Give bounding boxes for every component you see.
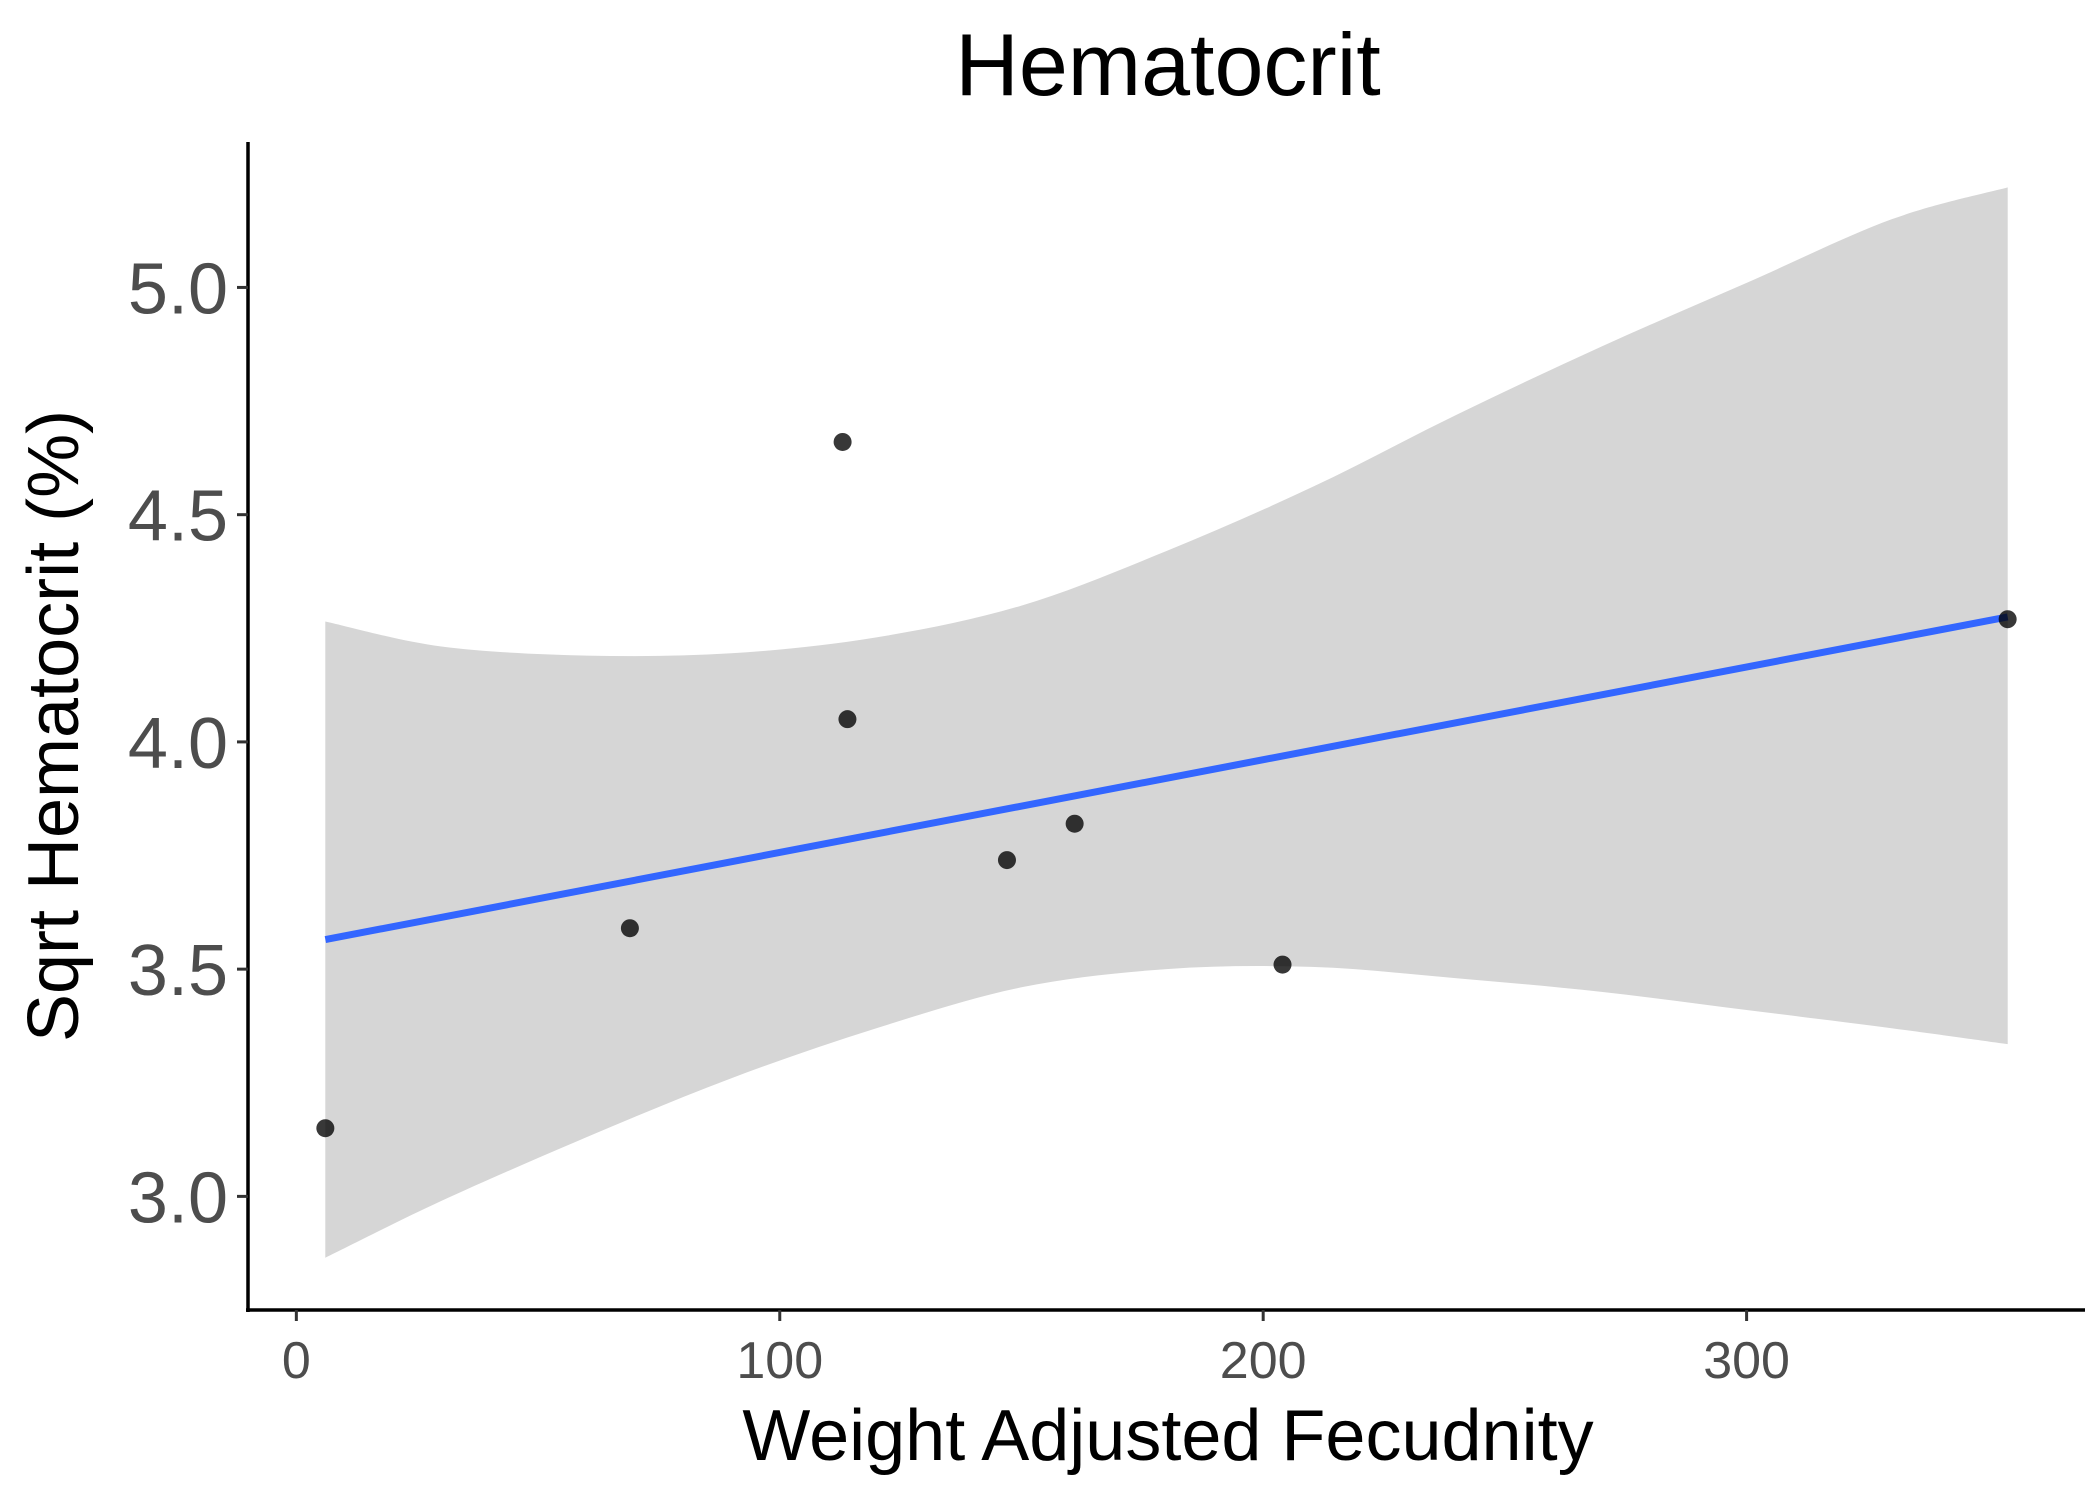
y-axis-ticks: 3.0 3.5 4.0 4.5 5.0 <box>128 249 248 1238</box>
data-point-5 <box>997 851 1016 870</box>
data-point-6 <box>1065 814 1084 833</box>
y-tick-label: 4.5 <box>128 477 228 557</box>
y-axis-title: Sqrt Hematocrit (%) <box>14 410 94 1042</box>
fit-line-layer <box>324 613 2009 944</box>
y-tick-label: 3.0 <box>128 1158 228 1238</box>
data-point-7 <box>1273 955 1292 974</box>
plot-area <box>316 187 2017 1258</box>
y-tick-label: 4.0 <box>128 704 228 784</box>
y-tick-label: 3.5 <box>128 931 228 1011</box>
data-points-layer <box>316 432 2017 1138</box>
data-point-3 <box>833 432 852 451</box>
regression-line <box>324 613 2009 944</box>
data-point-4 <box>838 710 857 729</box>
x-axis-ticks: 0 100 200 300 <box>282 1310 1790 1390</box>
x-axis-title: Weight Adjusted Fecudnity <box>742 1396 1593 1476</box>
x-tick-label: 200 <box>1220 1332 1307 1390</box>
y-tick-label: 5.0 <box>128 249 228 329</box>
data-point-2 <box>620 919 639 938</box>
x-tick-label: 100 <box>736 1332 823 1390</box>
x-tick-label: 300 <box>1703 1332 1790 1390</box>
x-tick-label: 0 <box>282 1332 311 1390</box>
confidence-band-layer <box>325 187 2008 1258</box>
data-point-8 <box>1998 610 2017 629</box>
data-point-1 <box>316 1119 335 1138</box>
confidence-band <box>325 187 2008 1258</box>
chart-title: Hematocrit <box>955 15 1380 114</box>
